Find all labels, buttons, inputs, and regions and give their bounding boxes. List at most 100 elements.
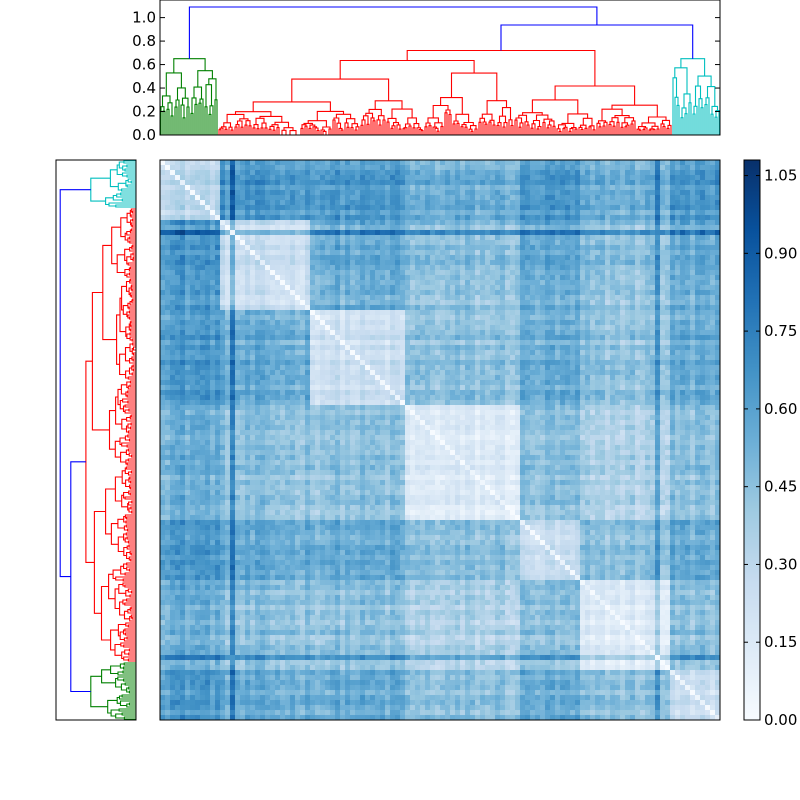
heatmap-cell — [690, 225, 696, 231]
heatmap-cell — [500, 215, 506, 221]
heatmap-cell — [330, 160, 336, 166]
heatmap-cell — [240, 270, 246, 276]
heatmap-cell — [325, 300, 331, 306]
heatmap-cell — [690, 220, 696, 226]
heatmap-cell — [215, 305, 221, 311]
heatmap-cell — [680, 245, 686, 251]
heatmap-cell — [565, 315, 571, 321]
left-dendrogram-link — [130, 180, 136, 184]
heatmap-cell — [290, 280, 296, 286]
left-dendrogram-link — [107, 699, 118, 714]
heatmap-cell — [235, 205, 241, 211]
heatmap-cell — [190, 220, 196, 226]
heatmap-cell — [215, 255, 221, 261]
heatmap-cell — [700, 255, 706, 261]
heatmap-cell — [650, 295, 656, 301]
heatmap-cell — [420, 315, 426, 321]
heatmap-cell — [615, 335, 621, 341]
heatmap-cell — [310, 355, 316, 361]
heatmap-cell — [235, 160, 241, 166]
heatmap-cell — [200, 240, 206, 246]
heatmap-cell — [435, 255, 441, 261]
left-dendrogram-link — [125, 370, 130, 379]
heatmap-cell — [625, 195, 631, 201]
heatmap-cell — [645, 280, 651, 286]
heatmap-cell — [640, 245, 646, 251]
top-dendrogram-tick-label: 0.0 — [132, 126, 156, 144]
top-dendrogram-link — [377, 115, 385, 120]
heatmap-cell — [670, 240, 676, 246]
heatmap-cell — [205, 215, 211, 221]
heatmap-cell — [355, 275, 361, 281]
heatmap-cell — [190, 350, 196, 356]
heatmap-cell — [635, 190, 641, 196]
heatmap-cell — [625, 290, 631, 296]
heatmap-cell — [485, 255, 491, 261]
heatmap-cell — [605, 275, 611, 281]
heatmap-cell — [660, 285, 666, 291]
heatmap-cell — [370, 280, 376, 286]
heatmap-cell — [590, 195, 596, 201]
heatmap-cell — [350, 195, 356, 201]
heatmap-cell — [480, 265, 486, 271]
heatmap-cell — [165, 325, 171, 331]
heatmap-cell — [185, 350, 191, 356]
heatmap-cell — [385, 165, 391, 171]
heatmap-cell — [305, 165, 311, 171]
heatmap-cell — [480, 235, 486, 241]
heatmap-cell — [235, 185, 241, 191]
heatmap-cell — [630, 340, 636, 346]
heatmap-cell — [345, 295, 351, 301]
heatmap-cell — [645, 300, 651, 306]
left-dendrogram-link — [110, 709, 120, 717]
heatmap-cell — [235, 255, 241, 261]
heatmap-cell — [230, 265, 236, 271]
heatmap-cell — [530, 190, 536, 196]
heatmap-cell — [465, 315, 471, 321]
heatmap-cell — [410, 300, 416, 306]
heatmap-cell — [390, 185, 396, 191]
left-dendrogram-link — [119, 601, 125, 616]
heatmap-cell — [475, 340, 481, 346]
heatmap-cell — [420, 320, 426, 326]
heatmap-cell — [385, 345, 391, 351]
heatmap-cell — [300, 240, 306, 246]
heatmap-cell — [405, 205, 411, 211]
heatmap-cell — [195, 180, 201, 186]
top-dendrogram-link — [548, 120, 555, 127]
left-dendrogram-link — [126, 536, 136, 540]
heatmap-cell — [270, 310, 276, 316]
heatmap-cell — [630, 285, 636, 291]
left-dendrogram-link — [129, 615, 136, 622]
heatmap-cell — [495, 315, 501, 321]
top-dendrogram-link — [502, 126, 506, 135]
heatmap-cell — [620, 340, 626, 346]
heatmap-cell — [655, 205, 661, 211]
heatmap-cell — [285, 325, 291, 331]
heatmap-cell — [505, 260, 511, 266]
heatmap-cell — [605, 260, 611, 266]
heatmap-cell — [670, 255, 676, 261]
heatmap-cell — [665, 270, 671, 276]
heatmap-cell — [495, 260, 501, 266]
heatmap-cell — [600, 275, 606, 281]
heatmap-cell — [690, 185, 696, 191]
heatmap-cell — [210, 305, 216, 311]
heatmap-cell — [540, 260, 546, 266]
heatmap-cell — [405, 240, 411, 246]
heatmap-cell — [655, 230, 661, 236]
top-dendrogram-link — [697, 75, 712, 87]
heatmap-cell — [225, 225, 231, 231]
heatmap-cell — [195, 305, 201, 311]
heatmap-cell — [605, 255, 611, 261]
heatmap-cell — [595, 345, 601, 351]
heatmap-cell — [340, 220, 346, 226]
heatmap-cell — [580, 295, 586, 301]
heatmap-cell — [655, 195, 661, 201]
heatmap-cell — [205, 285, 211, 291]
heatmap-cell — [540, 215, 546, 221]
heatmap-cell — [605, 195, 611, 201]
heatmap-cell — [505, 240, 511, 246]
heatmap-cell — [620, 265, 626, 271]
heatmap-cell — [480, 270, 486, 276]
